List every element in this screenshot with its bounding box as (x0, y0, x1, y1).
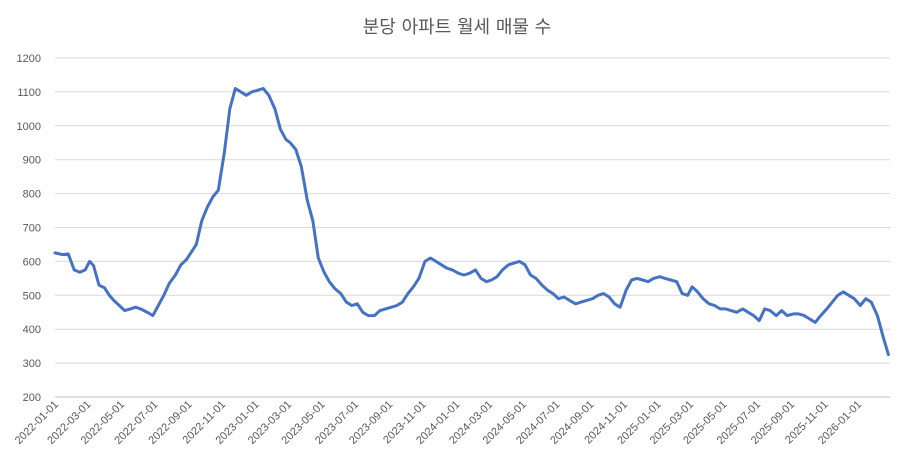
y-tick-label: 900 (23, 155, 41, 167)
y-tick-label: 1000 (17, 121, 41, 133)
y-tick-label: 500 (23, 290, 41, 302)
y-tick-label: 300 (23, 358, 41, 370)
y-tick-label: 800 (23, 189, 41, 201)
x-axis-ticks: 2022-01-012022-03-012022-05-012022-07-01… (13, 399, 864, 447)
y-tick-label: 400 (23, 324, 41, 336)
y-tick-label: 700 (23, 223, 41, 235)
y-tick-label: 1100 (17, 87, 41, 99)
gridlines (55, 57, 890, 364)
y-axis-ticks: 200 300 400 500 600 700 800 900 1000 1100 1200 (17, 53, 41, 404)
chart-title: 분당 아파트 월세 매물 수 (363, 17, 552, 38)
y-tick-label: 200 (23, 392, 41, 404)
y-tick-label: 600 (23, 256, 41, 268)
y-tick-label: 1200 (17, 53, 41, 65)
series-line (53, 87, 890, 357)
